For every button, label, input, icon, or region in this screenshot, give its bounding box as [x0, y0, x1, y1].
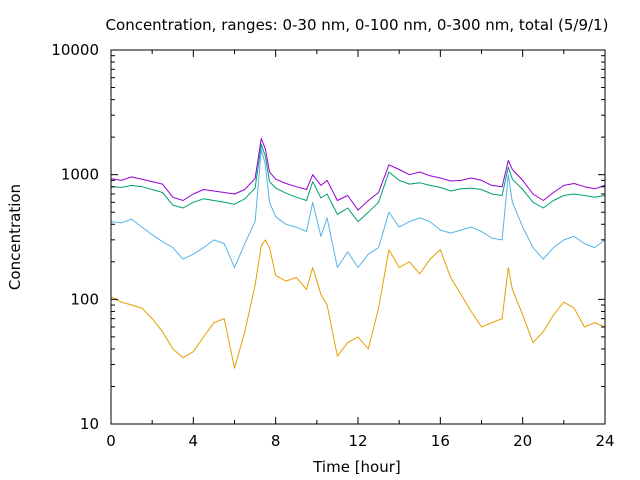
- series-line-1: [110, 138, 606, 211]
- series-line-2: [110, 143, 606, 223]
- x-tick-label: 16: [431, 432, 450, 450]
- y-tick-label: 1000: [61, 166, 99, 184]
- y-tick-label: 10: [80, 415, 99, 433]
- x-tick-label: 20: [513, 432, 532, 450]
- y-tick-label: 100: [70, 290, 99, 308]
- series-line-3: [110, 148, 606, 268]
- x-tick-label: 8: [271, 432, 281, 450]
- plot-frame: [110, 49, 606, 425]
- chart-title: Concentration, ranges: 0-30 nm, 0-100 nm…: [106, 16, 609, 34]
- y-tick-label: 10000: [51, 41, 99, 59]
- x-tick-label: 12: [348, 432, 367, 450]
- series-layer: [110, 138, 606, 369]
- y-axis-label: Concentration: [6, 184, 24, 290]
- ticks-layer: 0 4 8 12 16 20 24 10 100 1000 10000: [51, 41, 614, 450]
- series-line-4: [110, 239, 606, 369]
- x-tick-label: 0: [106, 432, 116, 450]
- x-tick-label: 24: [595, 432, 614, 450]
- x-axis-label: Time [hour]: [312, 458, 401, 476]
- x-tick-label: 4: [189, 432, 199, 450]
